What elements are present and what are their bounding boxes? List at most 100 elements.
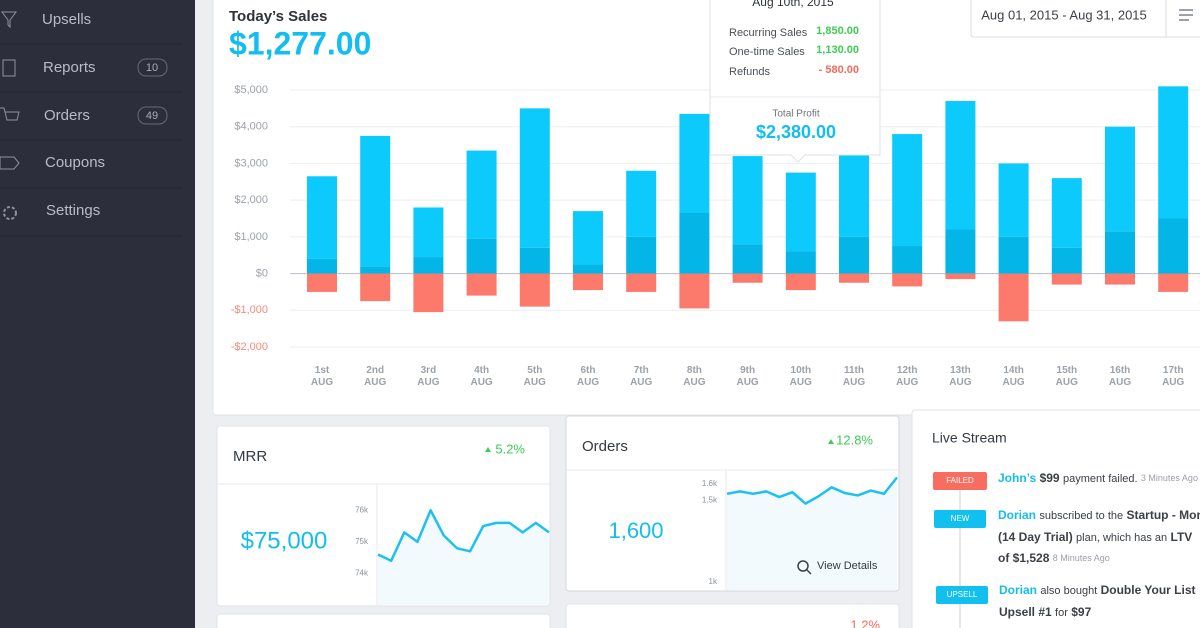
nav-settings[interactable]: Settings (46, 202, 100, 219)
x-tick-line: AUG (364, 377, 386, 388)
stream-text: payment failed. (1063, 473, 1138, 485)
bar-segment (626, 273, 657, 292)
y-tick-label: 1.5k (702, 495, 718, 504)
y-tick-label: $5,000 (234, 84, 268, 96)
bar-segment (307, 176, 337, 259)
stream-amount: $97 (1071, 605, 1091, 619)
x-tick-label: 1st AUG (311, 365, 333, 388)
tooltip-date: Aug 10th, 2015 (752, 0, 834, 9)
bar-segment (945, 273, 976, 280)
x-tick-line: 14th (1003, 365, 1024, 376)
nav-upsells[interactable]: Upsells (42, 11, 91, 28)
nav-coupons[interactable]: Coupons (45, 154, 105, 171)
y-tick-label: $0 (256, 267, 268, 279)
stream-ltv-value: of $1,528 (998, 551, 1050, 565)
x-tick-line: 9th (740, 365, 755, 376)
mrr-sparkline: 76k 75k 74k (355, 505, 550, 605)
bar-segment (892, 134, 923, 247)
stream-name: Dorian (999, 583, 1037, 597)
sidebar-nav: Upsells Reports 10 Orders 49 Coupons Set… (0, 11, 182, 237)
x-tick-label: 12th AUG (896, 365, 918, 388)
x-tick-line: AUG (470, 377, 492, 388)
stream-amount: $99 (1040, 471, 1060, 485)
view-details[interactable]: View Details (797, 560, 878, 575)
bar-segment (1051, 273, 1082, 285)
x-tick-line: AUG (683, 377, 705, 388)
bar-segment (1158, 86, 1189, 219)
date-range: Aug 01, 2015 - Aug 31, 2015 (981, 7, 1147, 22)
bar-segment (1105, 273, 1135, 285)
sparkline-area (727, 477, 897, 590)
bar-segment (466, 238, 497, 274)
bar-segment (998, 273, 1029, 322)
stream-product: Upsell #1 (999, 605, 1052, 619)
x-tick-label: 2nd AUG (364, 365, 386, 388)
y-tick-label: $2,000 (234, 194, 268, 206)
nav-orders[interactable]: Orders (44, 107, 90, 124)
y-tick-label: -$1,000 (231, 304, 268, 316)
x-tick-line: 3rd (421, 365, 437, 376)
x-tick-label: 17th AUG (1162, 365, 1184, 388)
bar-segment (998, 236, 1029, 274)
bar-segment (732, 156, 763, 245)
mrr-amount: $75,000 (241, 527, 328, 554)
bar-segment (307, 258, 337, 274)
x-tick-line: AUG (896, 377, 918, 388)
bar-segment (626, 236, 657, 274)
sidebar (0, 0, 195, 628)
x-tick-label: 3rd AUG (417, 365, 439, 388)
x-tick-line: AUG (949, 377, 971, 388)
bar-segment (466, 273, 497, 296)
bar-segment (892, 273, 923, 287)
mrr-change: 5.2% (495, 441, 525, 456)
stream-ltv: LTV (1171, 530, 1193, 544)
menu-icon[interactable] (1179, 9, 1193, 21)
x-tick-line: 1st (315, 365, 330, 376)
x-tick-line: 4th (474, 365, 489, 376)
up-arrow (828, 439, 834, 444)
stream-plan: Startup - Month (1126, 508, 1200, 522)
stream-entry: Dorian also bought Double Your List (999, 583, 1196, 597)
stream-text: also bought (1040, 585, 1097, 597)
x-tick-line: 15th (1057, 365, 1078, 376)
x-tick-line: 7th (634, 365, 649, 376)
icon-settings (3, 206, 17, 220)
icon-reports (2, 59, 16, 77)
y-tick-label: 1.6k (702, 479, 718, 488)
nav-reports[interactable]: Reports (43, 59, 96, 76)
y-tick-label: 1k (709, 577, 718, 586)
tooltip: Aug 10th, 2015 Recurring Sales 1,850.00 … (709, 0, 881, 163)
up-arrow (485, 447, 491, 452)
bar-segment (839, 273, 869, 283)
stream-time: 8 Minutes Ago (1053, 553, 1110, 563)
bar-segment (360, 273, 391, 302)
bar-segment (892, 246, 923, 274)
stream-text: for (1055, 607, 1068, 619)
stream-entry: Upsell #1 for $97 (999, 605, 1092, 619)
x-tick-line: 5th (527, 365, 542, 376)
zoom-icon (797, 560, 809, 572)
sales-chart: $5,000 $4,000 $3,000 $2,000 $1,000 $0 -$1,000 -… (231, 84, 1200, 388)
bar-segment (1158, 218, 1189, 274)
bar-segment (307, 273, 337, 292)
view-details-label[interactable]: View Details (817, 560, 878, 572)
bar-segment (413, 273, 444, 313)
bar-segment (839, 236, 869, 274)
date-picker[interactable] (970, 0, 1200, 38)
bar-segment (1158, 273, 1189, 292)
x-tick-line: AUG (790, 377, 812, 388)
bar-segment (785, 172, 816, 252)
bar-segment (413, 207, 444, 258)
bar-segment (1051, 247, 1082, 274)
stream-time: 3 Minutes Ago (1141, 473, 1198, 483)
tooltip-box (709, 0, 881, 163)
x-tick-line: 10th (791, 365, 812, 376)
bar-segment (679, 212, 710, 274)
x-tick-line: AUG (524, 377, 546, 388)
mrr-title: MRR (233, 448, 267, 465)
bar-segment (679, 273, 710, 309)
bar-segment (732, 244, 763, 274)
tooltip-label: Recurring Sales (729, 27, 808, 39)
bar-segment (573, 264, 603, 274)
